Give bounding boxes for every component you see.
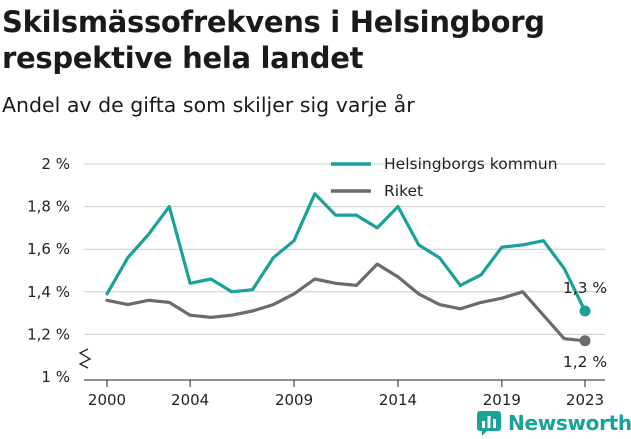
x-tick-label: 2014	[379, 391, 417, 409]
chart-title: Skilsmässofrekvens i Helsingborg respekt…	[2, 5, 545, 75]
legend-label: Helsingborgs kommun	[384, 155, 558, 173]
y-axis-ticks: 1 % 1,2 % 1,4 % 1,6 % 1,8 % 2 %	[27, 155, 70, 386]
newsworthy-brand: Newsworthy	[476, 408, 631, 438]
y-tick-label: 1,4 %	[27, 283, 70, 301]
y-tick-label: 1,8 %	[27, 198, 70, 216]
y-tick-label: 1 %	[41, 368, 70, 386]
axis-break-mark	[78, 348, 92, 369]
x-tick-label: 2000	[88, 391, 126, 409]
newsworthy-logo-icon	[477, 411, 501, 436]
end-point	[579, 335, 591, 347]
y-tick-label: 1,2 %	[27, 325, 70, 343]
x-tick-label: 2023	[566, 391, 604, 409]
series-lines	[105, 192, 591, 347]
end-value-label: 1,2 %	[563, 353, 607, 371]
x-tick-label: 2019	[483, 391, 521, 409]
end-value-label: 1,3 %	[563, 279, 607, 297]
end-point	[579, 305, 591, 317]
legend-label: Riket	[384, 182, 423, 200]
brand-name: Newsworthy	[508, 411, 631, 435]
chart-subtitle: Andel av de gifta som skiljer sig varje …	[2, 93, 415, 117]
y-tick-label: 1,6 %	[27, 240, 70, 258]
x-tick-label: 2004	[171, 391, 209, 409]
end-labels: 1,3 % 1,2 %	[563, 279, 607, 371]
series-line-riket	[105, 262, 587, 343]
legend: Helsingborgs kommun Riket	[331, 155, 558, 200]
x-tick-label: 2009	[275, 391, 313, 409]
series-line-helsingborg	[105, 192, 587, 313]
y-tick-label: 2 %	[41, 155, 70, 173]
x-axis-ticks: 2000 2004 2009 2014 2019 2023	[88, 380, 604, 409]
gridlines	[78, 163, 605, 381]
